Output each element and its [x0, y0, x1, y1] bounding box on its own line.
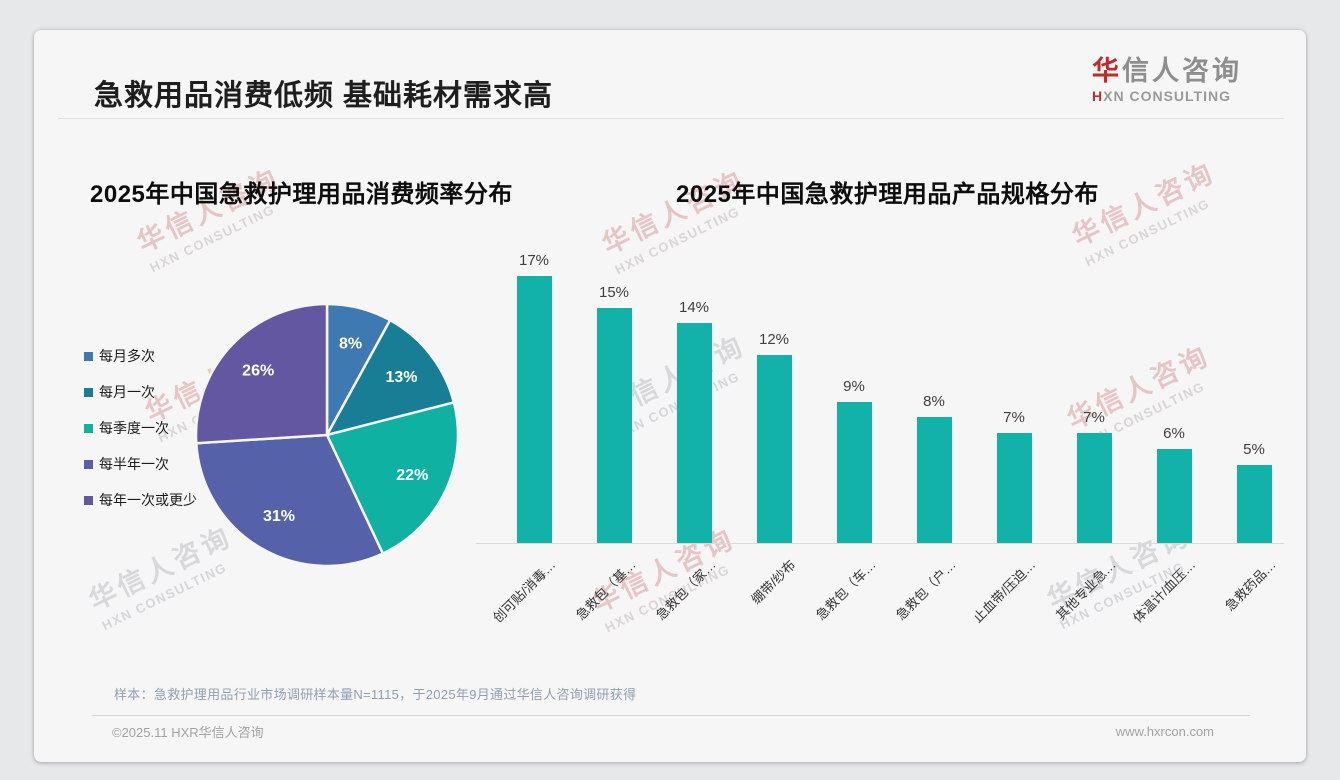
bar	[916, 417, 952, 543]
logo-brand-cn: 华信人咨询	[1092, 56, 1242, 87]
legend-swatch	[84, 351, 93, 361]
bar-category-label: 急救包（家…	[652, 557, 719, 623]
bar-category-label: 其他专业急…	[1052, 557, 1119, 623]
bar	[596, 307, 632, 543]
legend-item: 每季度一次	[84, 410, 197, 446]
pie-slice	[325, 401, 460, 555]
pie-value-label: 31%	[263, 508, 295, 525]
legend-item: 每年一次或更少	[84, 482, 197, 518]
legend-swatch	[84, 459, 93, 469]
x-axis-line	[476, 543, 1284, 544]
logo-brand-rest: 信人咨询	[1122, 56, 1242, 86]
bar-value-label: 8%	[923, 393, 945, 411]
bar-category-label: 绷带/纱布	[748, 557, 799, 608]
pie-chart-title: 2025年中国急救护理用品消费频率分布	[90, 181, 513, 208]
company-logo: 华信人咨询 HXN CONSULTING	[1092, 56, 1242, 104]
pie-value-label: 22%	[396, 467, 428, 484]
bar-value-label: 7%	[1003, 409, 1025, 427]
legend-label: 每季度一次	[99, 420, 169, 436]
bar-category-label: 止血带/压迫…	[970, 557, 1039, 626]
bar	[676, 323, 712, 543]
logo-accent-char: 华	[1092, 56, 1122, 86]
pie-slice	[325, 318, 456, 437]
pie-slice	[194, 302, 329, 445]
logo-en-rest: XN CONSULTING	[1103, 88, 1231, 105]
bar	[836, 401, 872, 543]
pie-value-label: 8%	[339, 336, 362, 353]
bar-category-label: 体温计/血压…	[1130, 557, 1199, 626]
pie-slice	[195, 433, 385, 568]
bar-category-label: 急救药品…	[1222, 557, 1279, 614]
bar-category-label: 急救包（基…	[572, 557, 639, 623]
legend-label: 每月一次	[99, 384, 155, 400]
bar	[516, 276, 552, 543]
bar-category-label: 急救包（户…	[892, 557, 959, 623]
bar	[1236, 464, 1272, 543]
bar-chart: 17% 创可贴/消毒… 15% 急救包（基… 14% 急救包（家… 12% 绷带/纱布 9% 急救…	[454, 240, 1294, 670]
pie-legend: 每月多次每月一次每季度一次每半年一次每年一次或更少	[84, 338, 197, 518]
bar-value-label: 14%	[678, 299, 710, 317]
legend-item: 每月一次	[84, 374, 197, 410]
legend-swatch	[84, 387, 93, 397]
bar	[1076, 433, 1112, 543]
bar-category-label: 创可贴/消毒…	[490, 557, 559, 626]
legend-label: 每年一次或更少	[99, 492, 197, 508]
website-url: www.hxrcon.com	[1115, 724, 1214, 739]
bar-category-label: 急救包（车…	[812, 557, 879, 623]
pie-value-label: 26%	[242, 362, 274, 379]
page-title: 急救用品消费低频 基础耗材需求高	[94, 80, 554, 112]
logo-brand-en: HXN CONSULTING	[1092, 88, 1242, 104]
bar-chart-title: 2025年中国急救护理用品产品规格分布	[676, 181, 1099, 208]
legend-swatch	[84, 423, 93, 433]
bar-value-label: 7%	[1083, 409, 1105, 427]
bar	[756, 354, 792, 543]
sample-note: 样本：急救护理用品行业市场调研样本量N=1115，于2025年9月通过华信人咨询…	[114, 687, 637, 702]
pie-chart: 8% 13% 22% 31% 26%	[194, 302, 460, 568]
bar-value-label: 15%	[598, 283, 630, 301]
bar	[1156, 448, 1192, 543]
bar-value-label: 5%	[1243, 440, 1265, 458]
legend-swatch	[84, 495, 93, 505]
logo-en-accent-char: H	[1092, 88, 1104, 105]
bar-value-label: 9%	[843, 377, 865, 395]
bar-value-label: 12%	[758, 330, 790, 348]
pie-value-label: 13%	[385, 369, 417, 386]
legend-label: 每月多次	[99, 348, 155, 364]
bar-value-label: 17%	[518, 252, 550, 270]
legend-item: 每半年一次	[84, 446, 197, 482]
header-divider	[58, 118, 1284, 119]
footer-divider	[92, 715, 1250, 716]
legend-label: 每半年一次	[99, 456, 169, 472]
copyright-text: ©2025.11 HXR华信人咨询	[112, 725, 264, 740]
bar	[996, 433, 1032, 543]
bar-value-label: 6%	[1163, 424, 1185, 442]
legend-item: 每月多次	[84, 338, 197, 374]
slide-card: 华信人咨询 HXN CONSULTING 华信人咨询 HXN CONSULTING 华信…	[34, 30, 1306, 762]
